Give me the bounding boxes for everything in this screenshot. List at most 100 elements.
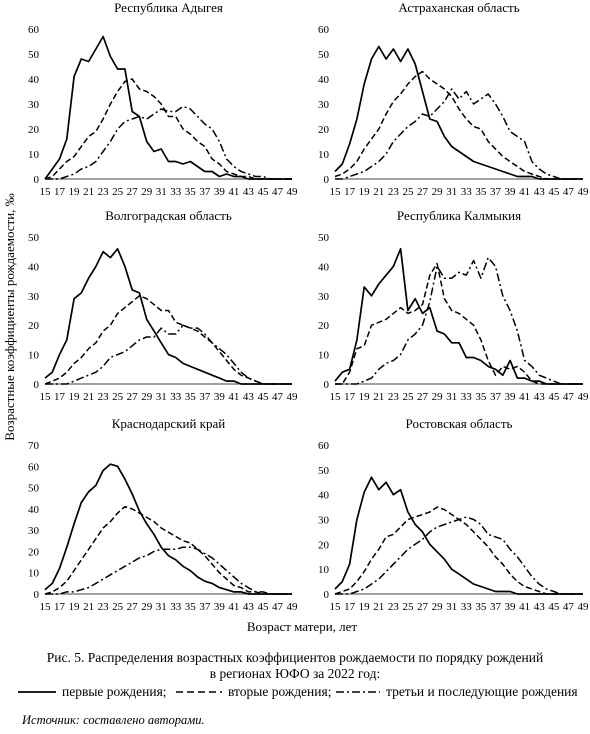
x-tick-label: 17 <box>344 186 356 198</box>
legend-item-first: первые рождения; <box>62 684 167 699</box>
x-tick-label: 21 <box>373 391 384 403</box>
x-tick-label: 29 <box>432 391 444 403</box>
x-tick-label: 41 <box>228 391 239 403</box>
chart-panel-3: Волгоградская область 0 10 20 30 40 50 15 17 19 21… <box>28 208 298 403</box>
y-tick-label: 60 <box>28 24 40 36</box>
y-tick-label: 0 <box>324 379 330 391</box>
x-tick-label: 45 <box>257 391 269 403</box>
x-tick-label: 33 <box>170 186 182 198</box>
y-tick-label: 0 <box>34 589 40 601</box>
series-line-first-births <box>334 476 583 595</box>
series-line-second-births <box>334 70 583 180</box>
source-note: Источник: составлено авторами. <box>22 713 205 727</box>
x-tick-label: 49 <box>287 391 299 403</box>
x-tick-label: 43 <box>243 391 255 403</box>
x-tick-label: 31 <box>156 391 167 403</box>
x-tick-label: 35 <box>475 186 487 198</box>
x-tick-label: 45 <box>548 601 560 613</box>
chart-title: Республика Адыгея <box>114 0 223 15</box>
x-tick-label: 37 <box>490 391 502 403</box>
x-tick-label: 17 <box>54 391 66 403</box>
y-tick-label: 10 <box>318 149 330 161</box>
x-tick-label: 25 <box>112 391 124 403</box>
x-tick-label: 15 <box>40 391 52 403</box>
series-line-first-births <box>44 35 292 180</box>
x-tick-label: 41 <box>228 601 239 613</box>
series-line-second-births <box>44 295 292 385</box>
x-tick-label: 19 <box>359 391 371 403</box>
x-tick-label: 47 <box>272 391 284 403</box>
y-tick-label: 10 <box>28 149 40 161</box>
x-tick-label: 15 <box>330 186 342 198</box>
x-tick-label: 35 <box>185 601 197 613</box>
x-tick-label: 39 <box>214 186 226 198</box>
x-tick-label: 31 <box>446 391 457 403</box>
series-line-first-births <box>44 463 292 595</box>
series-line-third-plus-births <box>335 256 583 385</box>
x-tick-label: 29 <box>141 391 153 403</box>
x-tick-label: 19 <box>359 186 371 198</box>
x-tick-label: 21 <box>83 391 94 403</box>
x-tick-label: 17 <box>54 601 66 613</box>
x-tick-label: 17 <box>344 601 356 613</box>
x-tick-label: 41 <box>519 391 530 403</box>
x-tick-label: 21 <box>83 186 94 198</box>
x-tick-label: 43 <box>534 391 546 403</box>
legend: первые рождения; вторые рождения; третьи… <box>18 684 578 699</box>
x-tick-label: 37 <box>199 186 211 198</box>
x-tick-label: 31 <box>446 601 457 613</box>
x-tick-label: 29 <box>432 601 444 613</box>
x-tick-label: 19 <box>359 601 371 613</box>
x-tick-label: 43 <box>534 601 546 613</box>
y-axis-title: Возрастные коэффициенты рождаемости, ‰ <box>2 193 17 440</box>
x-tick-label: 37 <box>199 391 211 403</box>
x-tick-label: 19 <box>69 601 81 613</box>
y-tick-label: 20 <box>318 124 330 136</box>
y-tick-label: 40 <box>28 504 40 516</box>
x-tick-label: 31 <box>446 186 457 198</box>
x-tick-label: 27 <box>417 186 429 198</box>
series-line-first-births <box>44 247 292 385</box>
y-tick-label: 50 <box>28 49 40 61</box>
x-tick-label: 23 <box>388 601 400 613</box>
x-tick-label: 21 <box>83 601 94 613</box>
y-tick-label: 10 <box>318 350 330 362</box>
y-tick-label: 40 <box>318 261 330 273</box>
y-tick-label: 40 <box>318 74 330 86</box>
chart-title: Волгоградская область <box>105 208 232 223</box>
y-tick-label: 50 <box>318 49 330 61</box>
y-tick-label: 0 <box>324 174 330 186</box>
x-tick-label: 35 <box>475 601 487 613</box>
x-tick-label: 21 <box>373 186 384 198</box>
x-tick-label: 49 <box>578 391 590 403</box>
chart-title: Астраханская область <box>398 0 519 15</box>
series-line-third-plus-births <box>335 88 583 180</box>
x-tick-label: 33 <box>170 391 182 403</box>
x-tick-label: 27 <box>417 601 429 613</box>
x-tick-label: 15 <box>330 391 342 403</box>
y-tick-label: 10 <box>28 568 40 580</box>
y-tick-label: 60 <box>318 24 330 36</box>
y-tick-label: 40 <box>28 74 40 86</box>
series-line-third-plus-births <box>45 324 292 385</box>
series-line-second-births <box>44 505 292 595</box>
x-tick-label: 35 <box>475 391 487 403</box>
y-tick-label: 20 <box>318 539 330 551</box>
x-tick-label: 27 <box>417 391 429 403</box>
series-line-third-plus-births <box>45 546 292 595</box>
x-tick-label: 39 <box>214 391 226 403</box>
x-tick-label: 47 <box>563 186 575 198</box>
chart-panel-4: Республика Калмыкия 0 10 20 30 40 50 15 17 19 21 23… <box>318 208 589 403</box>
y-tick-label: 30 <box>318 515 330 527</box>
y-tick-label: 70 <box>28 440 40 452</box>
x-tick-label: 43 <box>243 186 255 198</box>
caption-line-1: Рис. 5. Распределения возрастных коэффиц… <box>46 650 544 665</box>
x-tick-label: 41 <box>228 186 239 198</box>
y-tick-label: 10 <box>28 350 40 362</box>
x-tick-label: 25 <box>402 186 414 198</box>
x-tick-label: 29 <box>432 186 444 198</box>
x-tick-label: 47 <box>563 391 575 403</box>
x-tick-label: 23 <box>98 601 110 613</box>
x-tick-label: 49 <box>578 601 590 613</box>
